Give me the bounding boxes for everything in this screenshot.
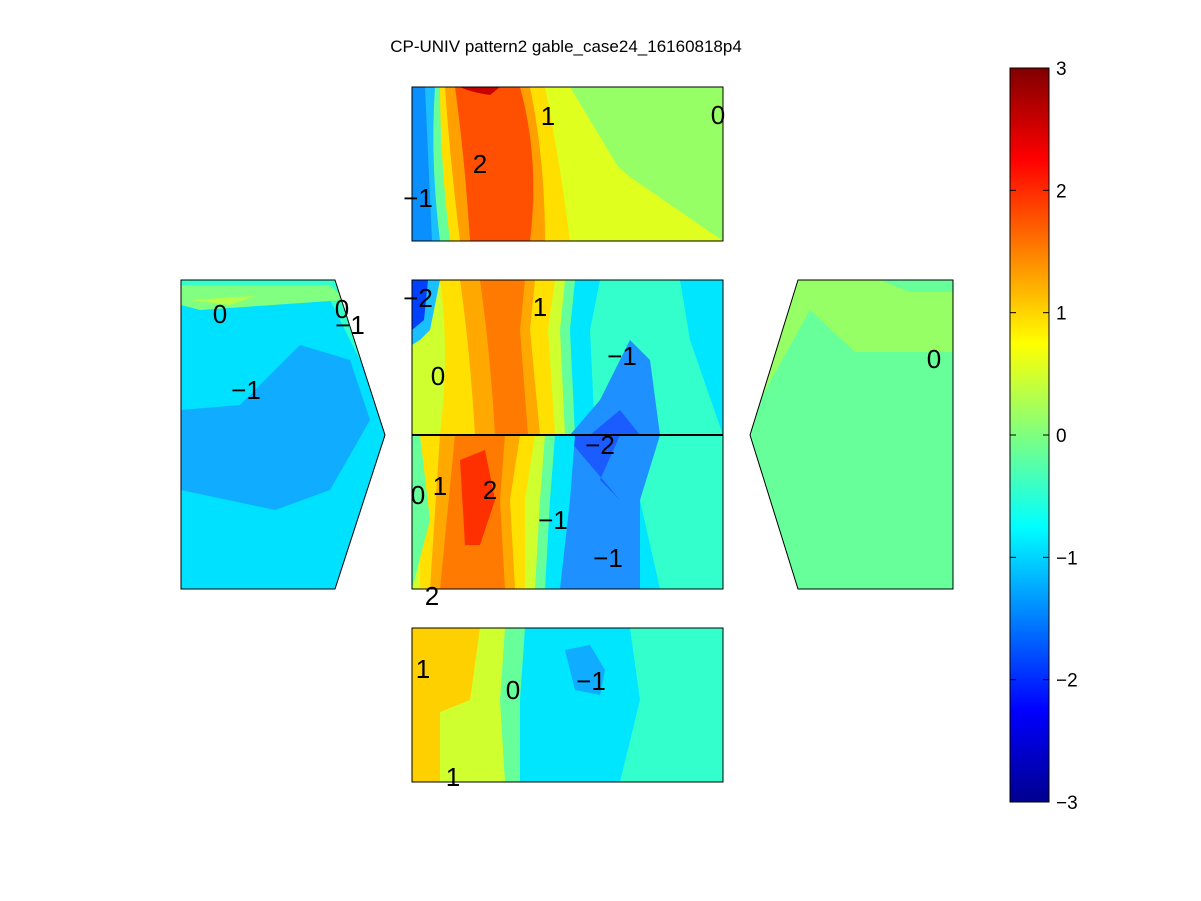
contour-label: −1	[335, 310, 365, 340]
colorbar-tick-label: 1	[1056, 304, 1067, 325]
contour-label: 0	[431, 361, 445, 391]
panel-top	[411, 86, 724, 242]
panel-center-lower-band	[565, 435, 620, 500]
contour-label: 1	[541, 101, 555, 131]
contour-label: −1	[576, 666, 606, 696]
contour-label: 0	[335, 294, 349, 324]
panel-right-frame	[749, 279, 954, 590]
panel-center-lower-band	[560, 435, 660, 589]
panel-right-band	[880, 280, 953, 292]
panel-right	[749, 279, 954, 590]
contour-label: 0	[213, 299, 227, 329]
panel-center-upper-band	[570, 340, 660, 435]
contour-label: 0	[506, 675, 520, 705]
contour-label: 2	[425, 581, 439, 611]
contour-label: 2	[473, 149, 487, 179]
panel-bottom-band	[412, 628, 480, 782]
panel-top-band	[460, 87, 500, 95]
colorbar-tick-label: −3	[1056, 793, 1078, 814]
panel-center-lower	[411, 434, 724, 590]
contour-label: 2	[483, 475, 497, 505]
panel-right-band	[750, 280, 953, 430]
panel-center-lower-band	[412, 435, 430, 589]
colorbar-tick-label: −1	[1056, 548, 1078, 569]
chart-title: CP-UNIV pattern2 gable_case24_16160818p4	[390, 37, 742, 56]
contour-label: 0	[711, 100, 725, 130]
panel-top-band	[545, 87, 700, 241]
contour-label: −1	[593, 543, 623, 573]
panel-bottom	[411, 627, 724, 783]
panel-bottom-band	[565, 645, 605, 695]
colorbar-tick-label: 2	[1056, 181, 1067, 202]
panel-top-frame	[411, 86, 724, 242]
panel-top-band	[455, 87, 534, 241]
contour-label: −1	[607, 341, 637, 371]
colorbar: 3 2 1 0 −1 −2 −3	[1009, 59, 1078, 814]
panel-center-upper-band	[412, 280, 428, 330]
panel-center-upper	[411, 279, 724, 436]
colorbar-tick-label: 0	[1056, 426, 1067, 447]
contour-label: 1	[416, 654, 430, 684]
panel-left-band	[190, 296, 255, 305]
contour-label: 1	[533, 292, 547, 322]
panel-center-upper-band	[480, 280, 528, 435]
panel-bottom-frame	[411, 627, 724, 783]
colorbar-ticks: 3 2 1 0 −1 −2 −3	[1010, 59, 1078, 814]
panel-left-band	[181, 345, 370, 510]
contour-label: 1	[433, 471, 447, 501]
contour-label: −1	[403, 183, 433, 213]
contour-label: 0	[927, 344, 941, 374]
contour-label: −2	[585, 430, 615, 460]
colorbar-tick-label: 3	[1056, 59, 1067, 80]
contour-label: 0	[411, 480, 425, 510]
panel-left-frame	[180, 279, 386, 590]
contour-label: −2	[403, 283, 433, 313]
colorbar-tick-label: −2	[1056, 671, 1078, 692]
contour-label: 1	[446, 762, 460, 792]
panel-top-band	[412, 87, 432, 241]
contour-label: −1	[538, 505, 568, 535]
panel-left	[180, 279, 386, 590]
colorbar-bar	[1009, 67, 1050, 803]
panel-center-upper-band	[590, 410, 640, 435]
contour-label: −1	[231, 375, 261, 405]
panel-center-lower-band	[460, 450, 495, 545]
